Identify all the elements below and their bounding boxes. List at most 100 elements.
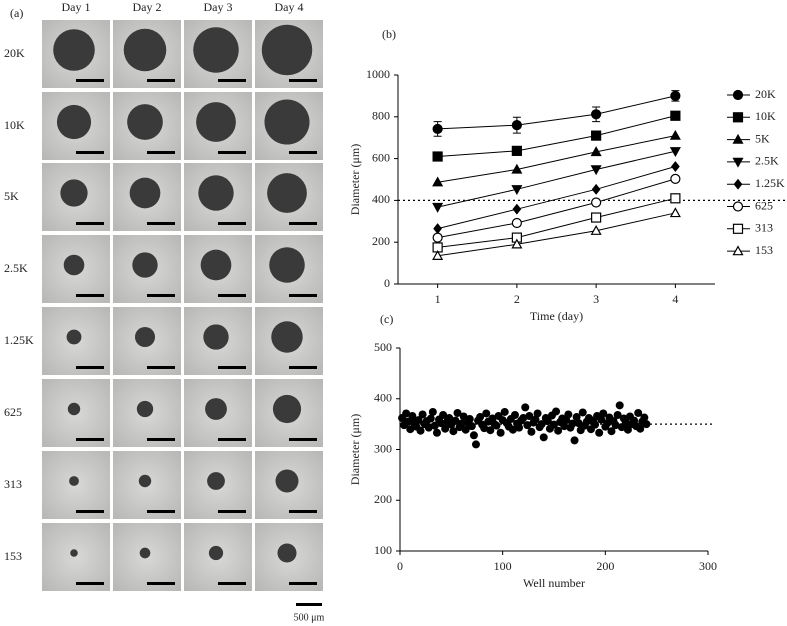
legend-label: 10K	[755, 109, 776, 123]
scale-bar	[76, 79, 104, 82]
data-point	[469, 431, 478, 440]
scale-bar	[147, 510, 175, 513]
series-line	[437, 166, 676, 230]
data-point	[432, 250, 444, 260]
data-point	[496, 428, 505, 437]
y-tick-label: 400	[372, 192, 390, 206]
column-header: Day 2	[133, 0, 162, 14]
data-point	[453, 408, 462, 417]
data-point	[607, 427, 616, 436]
spheroid	[200, 249, 232, 281]
legend-label: 1.25K	[755, 176, 785, 190]
data-point	[568, 419, 577, 428]
data-point	[406, 425, 415, 434]
legend-marker	[732, 112, 744, 123]
data-point	[527, 427, 536, 436]
scale-bar	[218, 582, 246, 585]
data-point	[426, 414, 435, 423]
data-point	[511, 217, 522, 229]
spheroid	[193, 27, 239, 73]
data-point	[611, 421, 620, 430]
data-point	[564, 410, 573, 419]
data-point	[492, 421, 501, 430]
data-point	[449, 427, 458, 436]
legend-marker	[732, 201, 744, 212]
scale-bar	[218, 366, 246, 369]
data-point	[432, 428, 441, 437]
x-axis-label: Time (day)	[530, 309, 583, 323]
x-tick-label: 0	[397, 559, 403, 573]
spheroid	[205, 398, 227, 420]
spheroid	[138, 474, 152, 488]
data-point	[408, 412, 417, 421]
y-tick-label: 600	[372, 150, 390, 164]
row-label: 625	[4, 405, 22, 419]
data-point	[461, 425, 470, 434]
panel-label: (a)	[10, 6, 23, 20]
series-line	[437, 150, 676, 208]
data-point	[511, 238, 523, 249]
data-point	[642, 420, 651, 429]
y-tick-label: 400	[374, 391, 392, 405]
y-axis-label: Diameter (μm)	[348, 144, 362, 215]
series-line	[437, 178, 676, 239]
data-point	[519, 414, 528, 423]
data-point	[634, 408, 643, 417]
scale-bar	[147, 366, 175, 369]
y-tick-label: 100	[374, 543, 392, 557]
x-tick-label: 200	[596, 559, 614, 573]
data-point	[570, 436, 579, 445]
spheroid	[264, 99, 310, 145]
x-tick-label: 2	[514, 292, 520, 306]
data-point	[432, 123, 443, 135]
spheroid	[66, 329, 82, 345]
scale-bar	[289, 366, 317, 369]
data-point	[467, 422, 476, 431]
row-label: 1.25K	[4, 333, 34, 347]
data-point	[432, 232, 443, 243]
spheroid	[261, 24, 313, 76]
data-point	[480, 424, 489, 433]
data-point	[510, 410, 519, 419]
scale-bar	[218, 294, 246, 297]
data-point	[486, 426, 495, 435]
data-point	[511, 145, 522, 156]
x-axis-label: Well number	[523, 576, 585, 590]
scale-bar	[147, 151, 175, 154]
data-point	[636, 424, 645, 433]
scale-bar	[218, 222, 246, 225]
scale-bar	[76, 582, 104, 585]
data-point	[500, 407, 509, 416]
data-point	[591, 212, 602, 223]
data-point	[590, 146, 602, 157]
scale-bar	[289, 510, 317, 513]
legend-label: 5K	[755, 131, 770, 145]
data-point	[439, 410, 448, 419]
data-point	[511, 185, 523, 196]
scale-bar	[147, 582, 175, 585]
scale-label: 500 μm	[294, 612, 325, 623]
scale-bar	[76, 151, 104, 154]
data-point	[418, 410, 427, 419]
spheroid	[136, 400, 154, 418]
data-point	[445, 414, 454, 423]
spheroid	[277, 543, 297, 563]
data-point	[451, 416, 460, 425]
data-point	[432, 176, 444, 187]
data-point	[414, 416, 423, 425]
data-point	[459, 412, 468, 421]
data-point	[554, 426, 563, 435]
panel-label: (c)	[380, 312, 393, 326]
data-point	[433, 223, 442, 235]
y-tick-label: 300	[374, 441, 392, 455]
data-point	[591, 197, 602, 208]
data-point	[511, 163, 523, 174]
scale-bar	[218, 438, 246, 441]
data-point	[523, 421, 532, 430]
spheroid	[60, 179, 88, 207]
spheroid	[53, 29, 95, 71]
data-point	[671, 161, 680, 173]
data-point	[476, 413, 485, 422]
panel-label: (b)	[382, 27, 396, 41]
scale-bar	[147, 222, 175, 225]
